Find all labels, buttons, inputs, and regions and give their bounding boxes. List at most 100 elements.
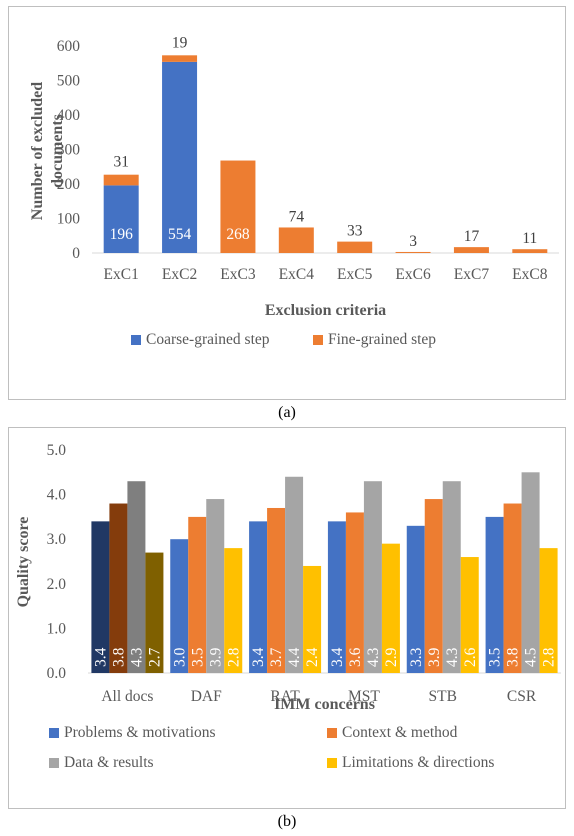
data-label-fine: 19 <box>172 34 188 51</box>
data-label-3: 4.3 <box>444 647 461 667</box>
bar-2 <box>267 507 286 673</box>
chart-b-panel: 0.0 1.0 2.0 3.0 4.0 5.0 3.4 3.8 4.3 2.7 All docs 3.… <box>8 427 566 809</box>
bar-4 <box>381 543 400 673</box>
y-axis-title: Number of excluded documents <box>29 82 66 220</box>
data-label-fine: 17 <box>464 228 480 245</box>
legend-label-data: Data & results <box>64 754 154 771</box>
legend-item-fine: Fine-grained step <box>313 331 436 349</box>
data-label-1: 3.4 <box>329 647 346 667</box>
y-tick-label: 0.0 <box>47 665 67 682</box>
x-tick-label: RAT <box>270 688 300 705</box>
data-label-1: 3.4 <box>250 647 267 667</box>
bar-1 <box>249 521 268 673</box>
data-label-2: 3.9 <box>426 647 443 667</box>
x-tick-label: All docs <box>101 688 153 705</box>
bar-3 <box>521 472 540 673</box>
bar-fine <box>103 174 139 186</box>
chart-a-panel: 0 100 200 300 400 500 600 196 31 ExC1 554 19 ExC2 268… <box>8 6 566 400</box>
data-label-3: 4.3 <box>365 647 382 667</box>
x-axis-title: IMM concerns <box>274 696 375 713</box>
bar-coarse <box>103 185 139 253</box>
bar-4 <box>460 557 479 673</box>
bar-2 <box>345 512 364 673</box>
x-tick-label: DAF <box>191 688 222 705</box>
y-tick-label: 600 <box>57 38 81 55</box>
x-tick-label: ExC4 <box>279 266 315 283</box>
legend-item-problems: Problems & motivations <box>49 724 216 742</box>
bar-fine <box>512 249 548 253</box>
bar-3 <box>206 499 225 673</box>
y-tick-label: 4.0 <box>47 487 67 504</box>
data-label-1: 3.3 <box>408 647 425 667</box>
bar-fine <box>395 251 431 253</box>
bar-4 <box>224 548 243 673</box>
bar-4 <box>539 548 558 673</box>
x-tick-label: STB <box>429 688 457 705</box>
bar-fine <box>220 160 256 253</box>
data-label-3: 4.5 <box>523 647 540 667</box>
y-axis-title: Quality score <box>15 517 32 608</box>
legend-label-context: Context & method <box>342 724 458 741</box>
bar-3 <box>442 481 461 673</box>
x-tick-label: ExC6 <box>395 266 431 283</box>
y-tick-label: 200 <box>57 176 81 193</box>
caption-a: (a) <box>278 404 296 421</box>
bar-1 <box>91 521 110 673</box>
caption-b: (b) <box>277 813 297 830</box>
data-label-2: 3.5 <box>189 647 206 667</box>
y-axis-title-line: Number of excluded <box>29 82 46 220</box>
bar-fine <box>337 241 373 253</box>
bar-fine <box>453 247 489 253</box>
legend-swatch-problems <box>49 728 59 738</box>
bar-2 <box>503 503 522 673</box>
legend-item-coarse: Coarse-grained step <box>131 331 270 349</box>
data-label-1: 3.4 <box>92 647 109 667</box>
y-tick-label: 3.0 <box>47 531 67 548</box>
legend-label-coarse: Coarse-grained step <box>146 331 270 348</box>
y-tick-label: 400 <box>57 107 81 124</box>
bar-3 <box>363 481 382 673</box>
x-tick-label: ExC8 <box>512 266 548 283</box>
bar-2 <box>188 516 207 673</box>
y-tick-label: 5.0 <box>47 442 67 459</box>
data-label-fine: 268 <box>226 226 250 243</box>
data-label-4: 2.6 <box>462 647 479 667</box>
data-label-fine: 11 <box>522 230 537 247</box>
legend-swatch-coarse <box>131 335 141 345</box>
data-label-2: 3.8 <box>505 647 522 667</box>
legend-swatch-context <box>327 728 337 738</box>
legend-swatch-data <box>49 758 59 768</box>
data-label-4: 2.8 <box>541 647 558 667</box>
legend-label-fine: Fine-grained step <box>328 331 437 348</box>
data-label-4: 2.4 <box>304 647 321 667</box>
y-tick-label: 1.0 <box>47 620 67 637</box>
data-label-fine: 74 <box>289 208 305 225</box>
data-label-3: 4.3 <box>128 647 145 667</box>
legend-swatch-limitations <box>327 758 337 768</box>
data-label-coarse: 196 <box>110 226 134 243</box>
data-label-4: 2.7 <box>146 647 163 667</box>
x-tick-label: ExC7 <box>454 266 490 283</box>
bar-coarse <box>162 61 198 254</box>
y-tick-label: 300 <box>57 142 81 159</box>
data-label-3: 4.4 <box>286 647 303 667</box>
bar-1 <box>327 521 346 673</box>
y-tick-label: 500 <box>57 73 81 90</box>
bar-fine <box>162 55 198 62</box>
data-label-coarse: 554 <box>168 226 192 243</box>
data-label-4: 2.8 <box>225 647 242 667</box>
data-label-1: 3.0 <box>171 647 188 667</box>
bar-4 <box>145 552 164 673</box>
bar-4 <box>303 565 322 673</box>
x-tick-label: ExC3 <box>220 266 256 283</box>
data-label-3: 3.9 <box>207 647 224 667</box>
legend-label-problems: Problems & motivations <box>64 724 216 741</box>
data-label-fine: 31 <box>113 154 129 171</box>
data-label-fine: 3 <box>409 233 417 250</box>
y-tick-label: 100 <box>57 211 81 228</box>
chart-a-svg: 0 100 200 300 400 500 600 196 31 ExC1 554 19 ExC2 268… <box>29 34 559 319</box>
data-label-2: 3.7 <box>268 647 285 667</box>
bar-2 <box>424 499 443 673</box>
data-label-2: 3.6 <box>347 647 364 667</box>
